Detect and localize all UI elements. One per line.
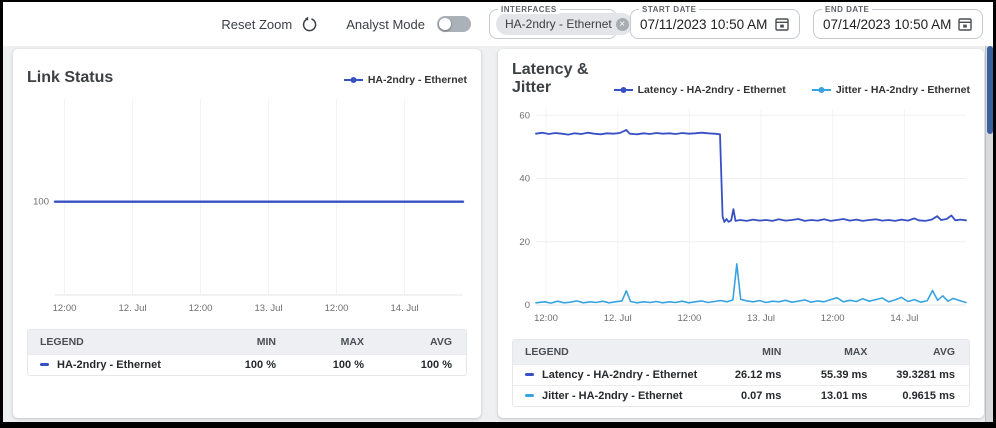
table-header: MAX	[290, 330, 378, 355]
legend-item[interactable]: HA-2ndry - Ethernet	[343, 74, 467, 86]
analyst-mode-switch[interactable]	[437, 16, 471, 32]
table-header: AVG	[378, 330, 466, 355]
legend-table: LEGEND MIN MAX AVG HA-2ndry - Ethernet 100 % 1…	[27, 329, 467, 376]
svg-text:12:00: 12:00	[821, 313, 845, 324]
interface-chip-label: HA-2ndry - Ethernet	[505, 17, 612, 31]
calendar-icon[interactable]	[957, 16, 973, 32]
start-date-label: START DATE	[639, 5, 700, 14]
latency-jitter-chart[interactable]: 12:00 12. Jul 12:00 13. Jul 12:00 14. Jul 0 20 4…	[512, 99, 970, 329]
svg-text:12. Jul: 12. Jul	[119, 303, 147, 314]
end-date-label: END DATE	[822, 5, 873, 14]
analyst-mode-control: Analyst Mode	[346, 16, 471, 32]
legend-marker-icon	[613, 87, 633, 93]
chip-remove-icon[interactable]: ×	[615, 17, 629, 31]
svg-text:13. Jul: 13. Jul	[255, 303, 283, 314]
legend-item-label: Latency - HA-2ndry - Ethernet	[637, 84, 786, 96]
legend-marker-icon	[343, 77, 363, 83]
scrollbar-thumb[interactable]	[987, 46, 993, 134]
interface-chip[interactable]: HA-2ndry - Ethernet ×	[496, 13, 633, 35]
start-date-value[interactable]: 07/11/2023 10:50 AM	[640, 16, 768, 32]
link-status-panel: Link Status HA-2ndry - Ethernet 12:00 12.…	[13, 49, 481, 418]
avg-cell: 100 %	[378, 354, 466, 375]
avg-cell: 0.9615 ms	[881, 385, 969, 406]
series-marker-icon	[40, 363, 49, 366]
legend-item[interactable]: Latency - HA-2ndry - Ethernet	[613, 84, 786, 96]
link-status-header: Link Status HA-2ndry - Ethernet	[27, 61, 467, 87]
svg-text:12:00: 12:00	[53, 303, 77, 314]
table-row[interactable]: Latency - HA-2ndry - Ethernet 26.12 ms 55.…	[513, 364, 969, 386]
table-row[interactable]: HA-2ndry - Ethernet 100 % 100 % 100 %	[28, 354, 466, 375]
interfaces-field[interactable]: INTERFACES HA-2ndry - Ethernet ×	[489, 5, 646, 39]
toolbar: Reset Zoom Analyst Mode INTERFACES HA-2n…	[3, 2, 993, 46]
max-cell: 100 %	[290, 354, 378, 375]
legend-item-label: Jitter - HA-2ndry - Ethernet	[835, 84, 970, 96]
table-header: MIN	[202, 330, 290, 355]
svg-text:20: 20	[519, 237, 530, 248]
panel-title: Link Status	[27, 69, 114, 86]
min-cell: 26.12 ms	[709, 364, 796, 386]
legend-item-label: HA-2ndry - Ethernet	[367, 74, 467, 86]
avg-cell: 39.3281 ms	[881, 364, 969, 386]
latency-jitter-header: Latency & Jitter Latency - HA-2ndry - Et…	[512, 61, 970, 97]
table-header: MIN	[709, 340, 796, 365]
max-cell: 55.39 ms	[795, 364, 882, 386]
vertical-scrollbar[interactable]	[985, 46, 993, 422]
table-header: LEGEND	[28, 330, 202, 355]
series-marker-icon	[525, 394, 534, 397]
reset-zoom-icon	[303, 16, 317, 31]
svg-text:40: 40	[519, 174, 530, 185]
link-status-chart[interactable]: 12:00 12. Jul 12:00 13. Jul 12:00 14. Jul 100	[27, 89, 467, 319]
end-date-value[interactable]: 07/14/2023 10:50 AM	[823, 16, 952, 32]
series-label-cell: Latency - HA-2ndry - Ethernet	[513, 364, 710, 386]
svg-text:12:00: 12:00	[189, 303, 213, 314]
legend-marker-icon	[811, 87, 831, 93]
svg-text:12:00: 12:00	[325, 303, 349, 314]
svg-text:14. Jul: 14. Jul	[391, 303, 419, 314]
main-content: Link Status HA-2ndry - Ethernet 12:00 12.…	[3, 46, 993, 422]
min-cell: 0.07 ms	[709, 385, 796, 406]
switch-knob-icon	[439, 18, 451, 30]
series-label-cell: Jitter - HA-2ndry - Ethernet	[513, 385, 710, 406]
svg-text:12:00: 12:00	[678, 313, 702, 324]
legend-item[interactable]: Jitter - HA-2ndry - Ethernet	[811, 84, 970, 96]
svg-text:14. Jul: 14. Jul	[890, 313, 918, 324]
svg-text:12. Jul: 12. Jul	[604, 313, 632, 324]
legend-table: LEGEND MIN MAX AVG Latency - HA-2ndry - Ethe…	[512, 339, 970, 407]
interfaces-field-label: INTERFACES	[498, 5, 560, 14]
reset-zoom-button[interactable]: Reset Zoom	[221, 16, 318, 33]
end-date-field[interactable]: END DATE 07/14/2023 10:50 AM	[813, 5, 983, 39]
chart-legend: HA-2ndry - Ethernet	[343, 74, 467, 87]
latency-jitter-panel: Latency & Jitter Latency - HA-2ndry - Et…	[498, 49, 984, 418]
svg-text:0: 0	[525, 300, 530, 311]
series-label-cell: HA-2ndry - Ethernet	[28, 354, 202, 375]
table-header: LEGEND	[513, 340, 710, 365]
table-row[interactable]: Jitter - HA-2ndry - Ethernet 0.07 ms 13.01…	[513, 385, 969, 406]
table-header: AVG	[881, 340, 969, 365]
series-marker-icon	[525, 373, 534, 376]
svg-text:13. Jul: 13. Jul	[747, 313, 775, 324]
start-date-field[interactable]: START DATE 07/11/2023 10:50 AM	[630, 5, 800, 39]
table-header: MAX	[795, 340, 882, 365]
chart-legend: Latency - HA-2ndry - Ethernet Jitter - HA…	[613, 84, 970, 97]
svg-text:100: 100	[33, 197, 49, 208]
analyst-mode-label: Analyst Mode	[346, 16, 425, 32]
reset-zoom-label: Reset Zoom	[221, 16, 293, 32]
min-cell: 100 %	[202, 354, 290, 375]
max-cell: 13.01 ms	[795, 385, 882, 406]
panel-title: Latency & Jitter	[512, 61, 589, 96]
svg-text:12:00: 12:00	[534, 313, 558, 324]
calendar-icon[interactable]	[774, 16, 790, 32]
svg-text:60: 60	[519, 110, 530, 121]
